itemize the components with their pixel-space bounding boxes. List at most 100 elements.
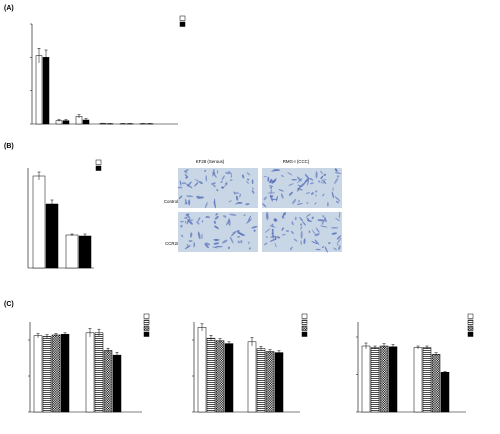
stained-cell bbox=[184, 245, 191, 250]
stained-cell bbox=[268, 185, 274, 188]
stained-cell bbox=[285, 230, 290, 232]
stained-cell bbox=[186, 195, 194, 198]
stained-cell bbox=[336, 235, 341, 240]
stained-cell bbox=[264, 242, 268, 246]
stained-cell bbox=[214, 215, 219, 220]
micrograph-background bbox=[178, 212, 258, 252]
stained-cell bbox=[328, 241, 331, 245]
stained-cell bbox=[201, 233, 203, 239]
stained-cell bbox=[184, 220, 186, 224]
stained-cell bbox=[322, 193, 325, 197]
stained-cell bbox=[276, 236, 281, 239]
stained-cell bbox=[269, 181, 272, 184]
stained-cell bbox=[278, 189, 284, 192]
stained-cell bbox=[270, 194, 274, 202]
bar bbox=[51, 334, 61, 413]
stained-cell bbox=[269, 225, 276, 228]
legend-swatch bbox=[95, 159, 102, 165]
chart-C3 bbox=[356, 313, 474, 413]
stained-cell bbox=[334, 196, 341, 202]
stained-cell bbox=[185, 171, 188, 174]
stained-cell bbox=[326, 202, 329, 207]
stained-cell bbox=[180, 234, 184, 238]
bar bbox=[65, 234, 79, 269]
panel-label-a: (A) bbox=[4, 5, 14, 12]
stained-cell bbox=[248, 241, 250, 245]
stained-cell bbox=[265, 236, 268, 238]
bar bbox=[413, 347, 423, 413]
stained-cell bbox=[271, 168, 278, 172]
stained-cell bbox=[225, 182, 228, 185]
stained-cell bbox=[212, 246, 218, 249]
stained-cell bbox=[306, 213, 311, 217]
micrograph-tile bbox=[262, 168, 342, 208]
stained-cell bbox=[330, 227, 339, 229]
legend-swatch bbox=[301, 331, 308, 337]
stained-cell bbox=[216, 189, 219, 192]
stained-cell bbox=[181, 182, 187, 185]
stained-cell bbox=[212, 168, 215, 177]
stained-cell bbox=[311, 216, 314, 220]
stained-cell bbox=[245, 203, 250, 206]
stained-cell bbox=[315, 190, 318, 193]
legend-swatch bbox=[143, 331, 150, 337]
bar bbox=[370, 347, 380, 413]
stained-cell bbox=[331, 232, 337, 235]
stained-cell bbox=[235, 195, 239, 201]
stained-cell bbox=[188, 240, 193, 242]
stained-cell bbox=[188, 199, 191, 206]
stained-cell bbox=[199, 181, 203, 185]
stained-cell bbox=[185, 213, 191, 219]
stained-cell bbox=[336, 244, 339, 246]
stained-cell bbox=[324, 246, 328, 253]
stained-cell bbox=[229, 236, 234, 244]
stained-cell bbox=[222, 239, 228, 244]
stained-cell bbox=[272, 178, 277, 184]
bar bbox=[33, 335, 43, 413]
stained-cell bbox=[299, 216, 304, 222]
bar bbox=[85, 332, 95, 413]
stained-cell bbox=[302, 221, 306, 226]
stained-cell bbox=[212, 184, 216, 188]
bar bbox=[361, 345, 371, 413]
stained-cell bbox=[334, 171, 342, 175]
legend-swatch bbox=[179, 15, 186, 21]
stained-cell bbox=[321, 217, 326, 225]
stained-cell bbox=[300, 230, 303, 239]
micrograph-tile bbox=[262, 211, 342, 253]
stained-cell bbox=[251, 226, 258, 229]
stained-cell bbox=[266, 212, 269, 221]
stained-cell bbox=[314, 239, 320, 245]
stained-cell bbox=[228, 170, 232, 175]
stained-cell bbox=[267, 176, 270, 182]
stained-cell bbox=[288, 191, 294, 196]
stained-cell bbox=[204, 169, 207, 172]
stained-cell bbox=[315, 171, 318, 179]
stained-cell bbox=[228, 218, 231, 226]
stained-cell bbox=[220, 180, 223, 183]
stained-cell bbox=[321, 246, 325, 249]
stained-cell bbox=[180, 220, 184, 223]
stained-cell bbox=[262, 203, 267, 208]
stained-cell bbox=[296, 177, 303, 184]
stained-cell bbox=[247, 215, 252, 221]
stained-cell bbox=[221, 175, 225, 181]
stained-cell bbox=[197, 217, 201, 222]
stained-cell bbox=[201, 220, 204, 223]
stained-cell bbox=[270, 189, 272, 194]
stained-cell bbox=[334, 168, 338, 172]
bar bbox=[256, 348, 266, 413]
stained-cell bbox=[217, 170, 219, 174]
stained-cell bbox=[303, 238, 306, 245]
stained-cell bbox=[309, 177, 314, 181]
stained-cell bbox=[288, 183, 294, 186]
stained-cell bbox=[194, 179, 201, 183]
stained-cell bbox=[234, 192, 240, 194]
stained-cell bbox=[205, 216, 210, 218]
bar bbox=[32, 175, 46, 269]
stained-cell bbox=[281, 227, 284, 231]
panel-label-b: (B) bbox=[4, 143, 14, 150]
stained-cell bbox=[283, 212, 286, 216]
bar bbox=[274, 352, 284, 413]
stained-cell bbox=[306, 219, 313, 223]
